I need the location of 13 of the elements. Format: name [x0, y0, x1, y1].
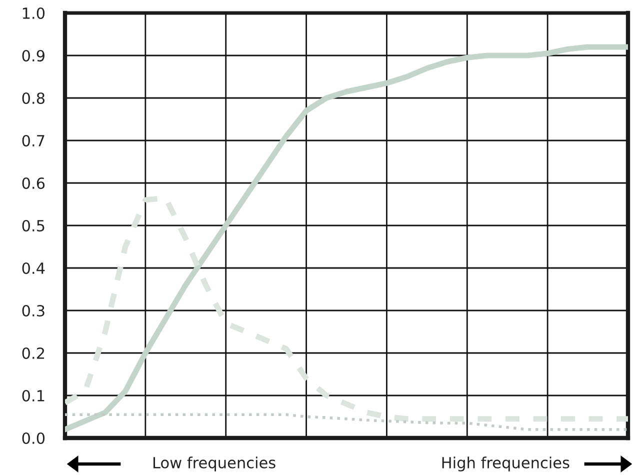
y-tick-label: 1.0 — [22, 7, 45, 20]
y-tick-label: 0.6 — [22, 177, 45, 190]
y-tick-label: 0.4 — [22, 262, 45, 274]
text: High frequencies — [442, 456, 570, 472]
text: Low frequencies — [154, 456, 276, 472]
y-tick-label: 0.0 — [22, 432, 45, 444]
y-tick-label: 0.9 — [22, 50, 44, 62]
y-tick-label: 0.3 — [22, 304, 44, 317]
y-tick-label: 0.8 — [22, 92, 45, 104]
y-tick-label: 0.1 — [22, 390, 44, 402]
y-tick-label: 0.7 — [22, 134, 44, 147]
y-tick-label: 0.2 — [22, 347, 44, 360]
y-tick-label: 0.5 — [22, 220, 44, 232]
